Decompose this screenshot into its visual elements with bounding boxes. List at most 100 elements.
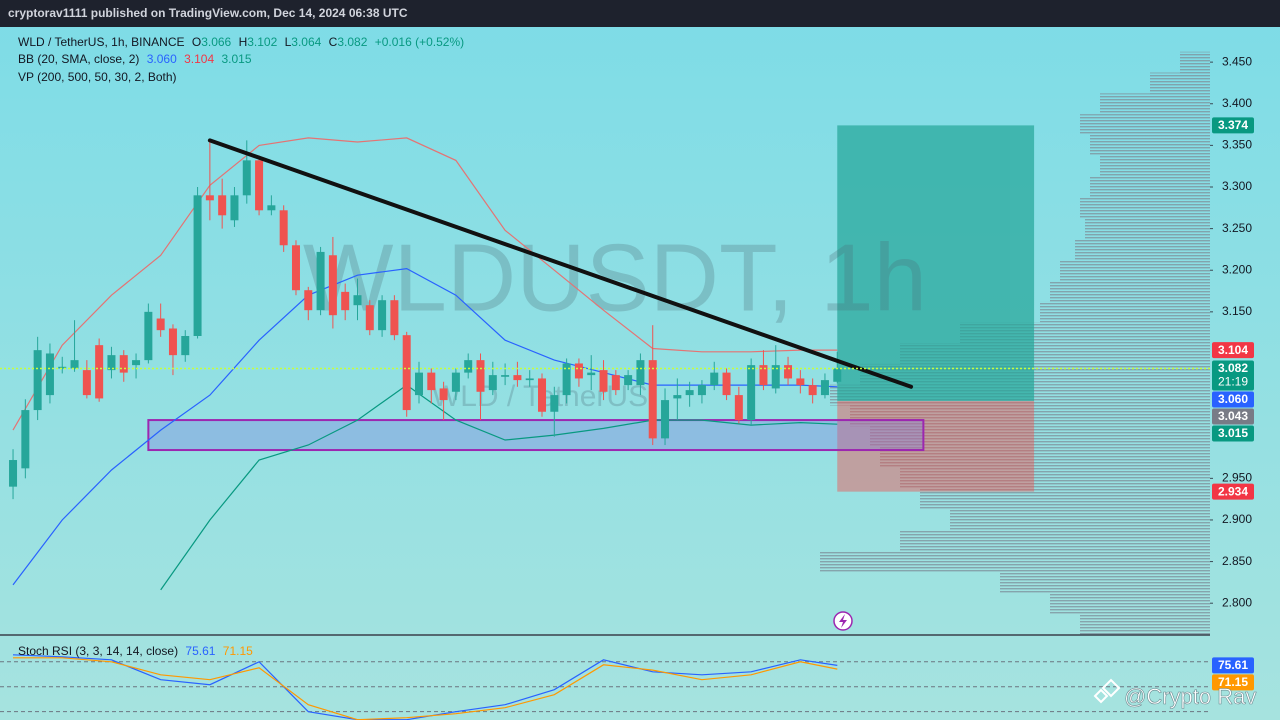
candle-body <box>796 378 805 386</box>
candle-body <box>9 460 18 487</box>
y-tick-label: 3.450 <box>1222 54 1252 68</box>
legend-vp: VP (200, 500, 50, 30, 2, Both) <box>18 70 181 84</box>
legend-o: 3.066 <box>201 35 232 49</box>
candle-body <box>328 255 337 316</box>
stoch-line <box>12 654 838 720</box>
candle-body <box>451 372 460 392</box>
candle-body <box>562 363 571 396</box>
candle-body <box>464 360 473 373</box>
price-badge <box>1212 342 1254 359</box>
volume-profile-row <box>900 530 1210 552</box>
y-tick-label: 3.350 <box>1222 138 1252 152</box>
bollinger-line <box>12 267 838 586</box>
price-badge-label: 3.104 <box>1218 343 1248 357</box>
volume-profile-row <box>900 467 1210 489</box>
legend-change: +0.016 (+0.52%) <box>374 35 465 49</box>
volume-profile-row <box>870 426 1210 448</box>
volume-profile-row <box>1000 571 1210 593</box>
candle-body <box>181 335 190 356</box>
candle-body <box>242 160 251 196</box>
legend-c: 3.082 <box>337 35 368 49</box>
candle-body <box>476 360 485 392</box>
legend-bb-basis: 3.060 <box>146 52 177 66</box>
price-badge <box>1212 360 1254 391</box>
candle-body <box>488 375 497 391</box>
candle-body <box>722 372 731 396</box>
volume-profile-row <box>1040 301 1210 323</box>
price-badge <box>1212 408 1254 425</box>
y-tick-label: 2.800 <box>1222 595 1252 609</box>
y-tick-label: 3.150 <box>1222 304 1252 318</box>
candle-body <box>808 385 817 396</box>
candle-body <box>734 395 743 421</box>
candle-body <box>427 372 436 391</box>
legend-stoch-title: Stoch RSI (3, 3, 14, 14, close) <box>18 644 179 658</box>
volume-profile-row <box>950 509 1210 531</box>
candle-body <box>685 390 694 396</box>
volume-profile-row <box>1060 259 1210 281</box>
candle-body <box>267 205 276 211</box>
candle-body <box>636 360 645 386</box>
legend-bb-title: BB (20, SMA, close, 2) <box>18 52 140 66</box>
volume-profile-row <box>1090 134 1210 156</box>
candle-body <box>402 335 411 411</box>
volume-profile-row <box>1180 51 1210 73</box>
volume-profile-row <box>1080 197 1210 219</box>
candle-body <box>316 251 325 311</box>
legend-stoch-d: 71.15 <box>222 644 253 658</box>
front-layer: 3.450 3.400 3.350 3.300 3.250 3.200 3.150 2.950… <box>0 54 1254 720</box>
candle-body <box>132 360 141 366</box>
position-stop <box>837 400 1035 492</box>
candle-body <box>525 378 534 381</box>
candle-body <box>168 328 177 356</box>
volume-profile-row <box>880 447 1210 468</box>
candle-body <box>378 300 387 331</box>
candle-body <box>95 345 104 399</box>
y-tick-label: 3.200 <box>1222 262 1252 276</box>
stoch-badge-label: 71.15 <box>1218 675 1248 689</box>
price-badge-label: 3.082 <box>1218 361 1248 375</box>
candle-body <box>193 195 202 336</box>
candle-body <box>538 378 547 412</box>
candle-body <box>513 375 522 381</box>
event-icon-bolt <box>839 614 847 628</box>
stoch-badge <box>1212 657 1254 674</box>
candle-body <box>82 370 91 396</box>
position-target <box>837 125 1035 401</box>
volume-profile-row <box>1080 613 1210 635</box>
header-text: cryptorav1111 published on TradingView.c… <box>8 6 408 20</box>
candle-body <box>673 395 682 399</box>
price-badge-label: 3.043 <box>1218 409 1248 423</box>
trendline <box>207 138 914 389</box>
candle-body <box>587 372 596 376</box>
legend-c-label: C <box>328 35 338 49</box>
price-badge-label: 2.934 <box>1218 484 1248 498</box>
volume-profile-row <box>1150 72 1210 94</box>
volume-profile-row <box>1050 592 1210 614</box>
price-badge-label: 3.060 <box>1218 392 1248 406</box>
legend-symbol: WLD / TetherUS, 1h, BINANCE <box>18 35 185 49</box>
legend-bb-lower: 3.015 <box>221 52 252 66</box>
candle-body <box>255 160 264 211</box>
candle-body <box>574 363 583 379</box>
legend-vp-title: VP (200, 500, 50, 30, 2, Both) <box>18 70 177 84</box>
volume-profile-row <box>1075 239 1210 260</box>
volume-profile-row <box>820 551 1210 572</box>
candle-body <box>205 195 214 201</box>
legend-stoch-k: 75.61 <box>185 644 216 658</box>
candle-body <box>624 375 633 386</box>
price-badge-countdown: 21:19 <box>1218 375 1248 389</box>
candle-body <box>304 290 313 311</box>
y-tick-label: 2.950 <box>1222 471 1252 485</box>
y-tick-label: 3.250 <box>1222 221 1252 235</box>
volume-profile-row <box>850 405 1210 427</box>
candle-body <box>611 375 620 391</box>
candle-body <box>156 318 165 331</box>
footer-handle: @Crypto Rav <box>1124 684 1256 709</box>
price-badge <box>1212 117 1254 134</box>
legend-o-label: O <box>191 35 202 49</box>
candle-body <box>353 295 362 306</box>
candle-body <box>279 210 288 246</box>
footer-icon <box>1093 678 1121 704</box>
stoch-badge-label: 75.61 <box>1218 658 1248 672</box>
